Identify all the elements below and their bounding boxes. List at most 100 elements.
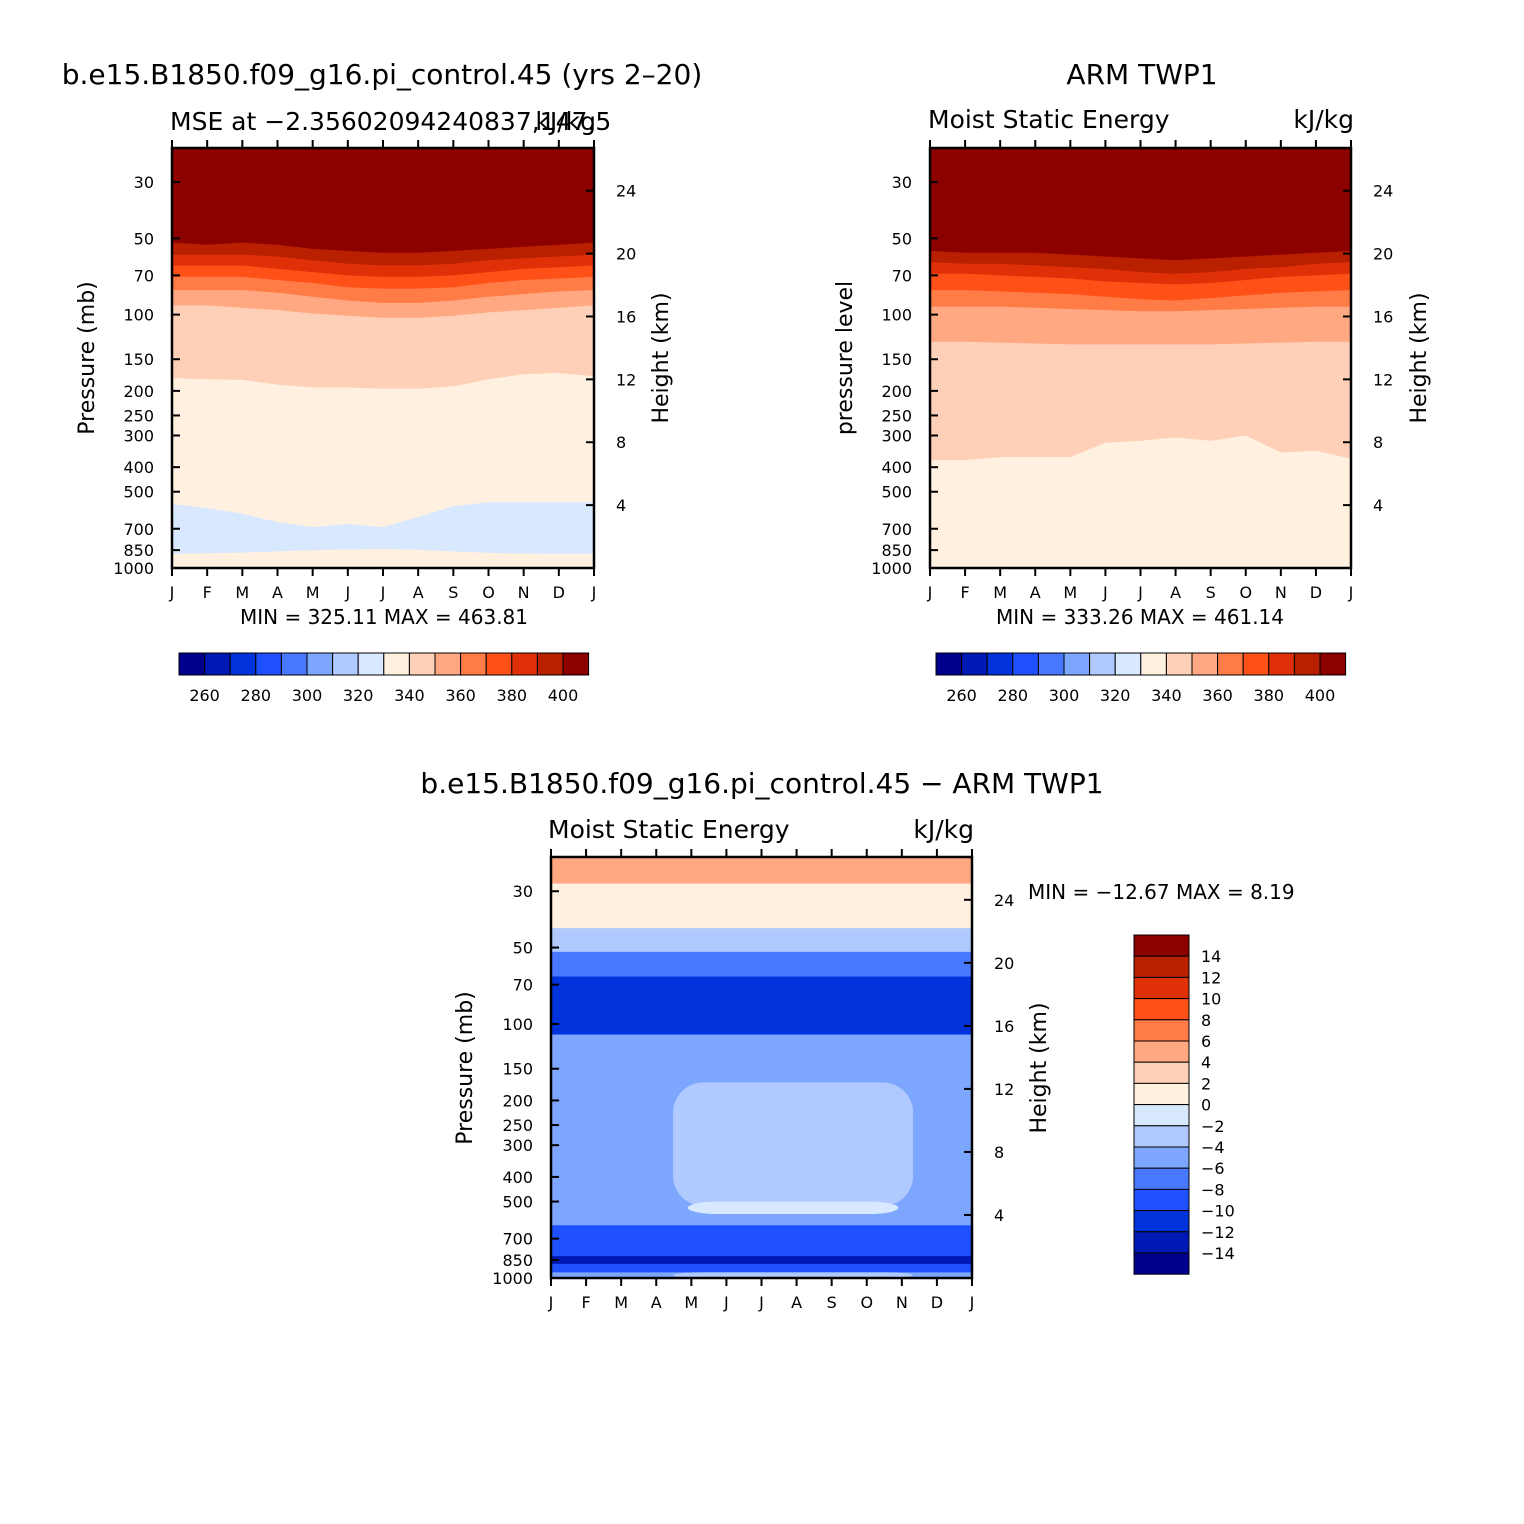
obs-ylabel-left: pressure level: [833, 281, 858, 435]
model-xtick-label: J: [591, 583, 597, 602]
model-xtick-label: F: [203, 583, 212, 602]
diff-xtick-label: D: [931, 1293, 943, 1312]
diff-region-8: [551, 1225, 972, 1273]
panel-diff: b.e15.B1850.f09_g16.pi_control.45 − ARM …: [420, 767, 1294, 1312]
obs-xtick-label: J: [927, 583, 933, 602]
model-colorbar-box: [332, 652, 359, 676]
obs-min-max: MIN = 333.26 MAX = 461.14: [996, 605, 1284, 629]
model-colorbar-label: 360: [445, 686, 476, 705]
diff-ylabel-right: Height (km): [1027, 1002, 1052, 1133]
diff-xtick-label: S: [827, 1293, 837, 1312]
model-ytick-right-label: 24: [616, 182, 636, 201]
obs-colorbar-box: [1319, 652, 1347, 676]
obs-subtitle-left: Moist Static Energy: [928, 105, 1170, 134]
obs-band-7: [930, 558, 1351, 568]
obs-ytick-label: 400: [881, 458, 912, 477]
diff-ytick-label: 850: [502, 1251, 533, 1270]
diff-colorbar-label: 4: [1201, 1053, 1211, 1072]
obs-xtick-label: M: [993, 583, 1007, 602]
model-colorbar-box: [255, 652, 282, 676]
diff-colorbar-label: −12: [1201, 1223, 1235, 1242]
diff-xtick-label: O: [860, 1293, 873, 1312]
obs-colorbar-label: 260: [946, 686, 977, 705]
diff-colorbar-label: 2: [1201, 1074, 1211, 1093]
diff-ytick-label: 30: [513, 882, 533, 901]
diff-xtick-label: A: [791, 1293, 802, 1312]
model-xtick-label: O: [482, 583, 495, 602]
model-xtick-label: J: [380, 583, 386, 602]
obs-colorbar-label: 300: [1049, 686, 1080, 705]
obs-colorbar-box: [1217, 652, 1244, 676]
obs-colorbar-box: [935, 652, 963, 676]
obs-colorbar-box: [1037, 652, 1065, 676]
obs-ylabel-right: Height (km): [1407, 292, 1432, 423]
model-ytick-label: 70: [134, 266, 154, 285]
model-plot-area: J F M A M J J A S O N D J 30 50 70 100 150 200 250 300 400 500…: [113, 140, 636, 602]
obs-title: ARM TWP1: [1066, 58, 1217, 91]
obs-ytick-label: 200: [881, 382, 912, 401]
obs-band-6: [930, 435, 1351, 568]
model-colorbar-box: [357, 652, 385, 676]
diff-colorbar-label: 8: [1201, 1011, 1211, 1030]
obs-colorbar-box: [1165, 652, 1193, 676]
diff-colorbar-label: −10: [1201, 1202, 1235, 1221]
model-xtick-label: A: [413, 583, 424, 602]
obs-colorbar-box: [1063, 652, 1091, 676]
diff-colorbar-label: −4: [1201, 1138, 1225, 1157]
diff-colorbar-box: [1133, 976, 1190, 1000]
diff-colorbar-box: [1133, 1210, 1190, 1233]
model-colorbar-box: [280, 652, 308, 676]
obs-subtitle-right: kJ/kg: [1293, 105, 1354, 134]
model-ytick-label: 300: [123, 427, 154, 446]
obs-ytick-label: 50: [892, 229, 912, 248]
obs-colorbar-label: 280: [998, 686, 1029, 705]
diff-colorbar-label: 6: [1201, 1032, 1211, 1051]
model-ytick-label: 700: [123, 520, 154, 539]
diff-title: b.e15.B1850.f09_g16.pi_control.45 − ARM …: [420, 767, 1103, 800]
model-ytick-label: 250: [123, 406, 154, 425]
model-ytick-label: 30: [134, 173, 154, 192]
obs-ytick-right-label: 4: [1373, 496, 1383, 515]
model-xtick-label: M: [306, 583, 320, 602]
diff-region-3: [551, 951, 972, 977]
diff-ytick-right-label: 20: [994, 954, 1014, 973]
obs-colorbar-box: [1242, 652, 1270, 676]
obs-xtick-label: M: [1063, 583, 1077, 602]
diff-ylabel-left: Pressure (mb): [453, 991, 478, 1145]
obs-ytick-label: 30: [892, 173, 912, 192]
model-xtick-label: M: [235, 583, 249, 602]
model-colorbar-label: 400: [548, 686, 579, 705]
diff-ytick-label: 200: [502, 1091, 533, 1110]
model-colorbar-box: [460, 652, 487, 676]
obs-colorbar-box: [1268, 652, 1295, 676]
obs-colorbar-box: [1293, 652, 1321, 676]
model-colorbar-box: [229, 652, 257, 676]
diff-ytick-label: 1000: [492, 1269, 533, 1288]
model-min-max: MIN = 325.11 MAX = 463.81: [240, 605, 528, 629]
diff-colorbar-box: [1133, 1061, 1190, 1084]
obs-ytick-label: 300: [881, 427, 912, 446]
obs-ytick-right-label: 20: [1373, 245, 1393, 264]
model-colorbar-box: [306, 652, 334, 676]
obs-colorbar: 260 280 300 320 340 360 380 400: [935, 652, 1347, 705]
obs-plot-area: J F M A M J J A S O N D J 30 50 70 100 150 200 250 300 400 500…: [871, 140, 1393, 602]
obs-xtick-label: J: [1102, 583, 1108, 602]
model-band-9: [172, 562, 594, 568]
diff-ytick-right-label: 4: [994, 1206, 1004, 1225]
diff-ytick-label: 500: [502, 1193, 533, 1212]
obs-colorbar-box: [1140, 652, 1167, 676]
diff-ytick-label: 70: [513, 976, 533, 995]
model-ytick-label: 1000: [113, 559, 154, 578]
diff-colorbar-label: −6: [1201, 1159, 1225, 1178]
diff-subtitle-left: Moist Static Energy: [548, 815, 790, 844]
obs-colorbar-label: 340: [1151, 686, 1182, 705]
diff-colorbar-box: [1133, 1040, 1190, 1063]
obs-ytick-right-label: 16: [1373, 307, 1393, 326]
diff-colorbar-box: [1133, 998, 1190, 1021]
obs-colorbar-label: 400: [1305, 686, 1336, 705]
obs-colorbar-label: 380: [1254, 686, 1285, 705]
diff-colorbar-box: [1133, 955, 1190, 978]
obs-ytick-right-label: 24: [1373, 182, 1393, 201]
